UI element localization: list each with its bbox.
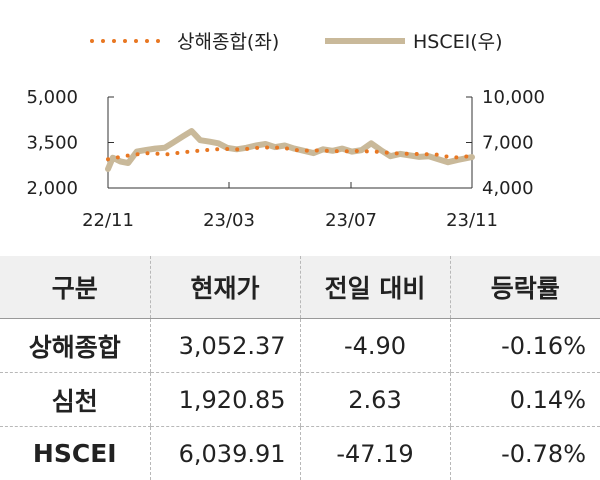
table-row: 심천 1,920.85 2.63 0.14% [0,372,600,427]
legend-label-hscei: HSCEI(우) [413,31,503,53]
series-group [105,128,475,172]
row-price: 3,052.37 [149,318,300,373]
y-left-tick-label: 2,000 [26,178,78,199]
row-change: -4.90 [299,318,450,373]
row-price: 6,039.91 [149,426,300,480]
row-rate: 0.14% [449,372,600,427]
index-table: 구분 현재가 전일 대비 등락률 상해종합 3,052.37 -4.90 -0.… [0,256,600,480]
y-right-tick-label: 10,000 [482,87,545,108]
legend-item-hscei: HSCEI(우) [325,31,503,53]
series-line-shanghai [106,145,474,162]
row-name: 심천 [0,372,150,427]
row-rate: -0.78% [449,426,600,480]
axes: 2,000 3,500 5,000 4,000 7,000 10,000 22/11 23/0… [26,87,545,231]
header-category: 구분 [0,256,150,319]
row-rate: -0.16% [449,318,600,373]
row-price: 1,920.85 [149,372,300,427]
index-line-chart: 상해종합(좌) HSCEI(우) 2,000 3,500 5,000 4,000 7,0… [26,31,545,231]
y-right-tick-label: 7,000 [482,133,534,154]
y-right-tick-label: 4,000 [482,178,534,199]
x-tick-label: 23/07 [325,210,377,231]
header-change: 전일 대비 [299,256,450,319]
legend-item-shanghai: 상해종합(좌) [90,31,279,53]
row-change: -47.19 [299,426,450,480]
table-header-row: 구분 현재가 전일 대비 등락률 [0,256,600,319]
legend-label-shanghai: 상해종합(좌) [177,31,279,53]
series-line-hscei [105,128,475,172]
y-left-tick-label: 5,000 [26,87,78,108]
header-price: 현재가 [149,256,300,319]
x-tick-label: 23/11 [446,210,498,231]
header-rate: 등락률 [449,256,600,319]
table-row: HSCEI 6,039.91 -47.19 -0.78% [0,426,600,480]
row-name: HSCEI [32,439,117,468]
table-row: 상해종합 3,052.37 -4.90 -0.16% [0,318,600,373]
legend: 상해종합(좌) HSCEI(우) [90,31,503,53]
x-tick-label: 22/11 [82,210,134,231]
row-name: 상해종합 [0,318,150,373]
x-tick-label: 23/03 [203,210,255,231]
row-change: 2.63 [299,372,450,427]
y-left-tick-label: 3,500 [26,133,78,154]
